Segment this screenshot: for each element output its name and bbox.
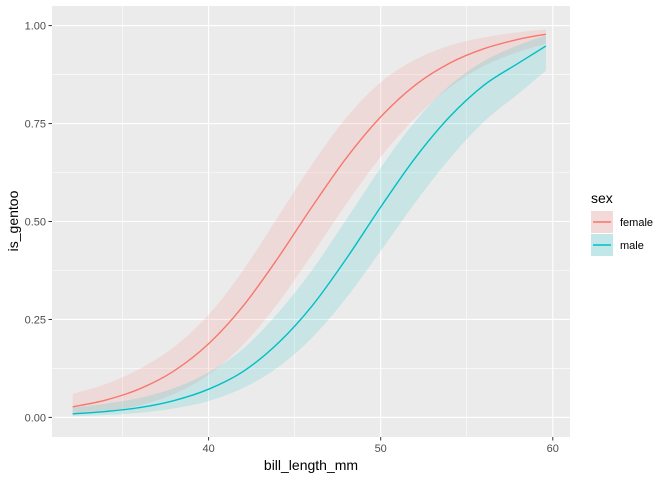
legend-title: sex [591,190,613,206]
legend-item-female: female [591,211,653,233]
x-tick-label: 60 [547,443,559,455]
confidence-ribbons [72,29,546,417]
ribbon-male [72,35,546,417]
x-tick-label: 50 [375,443,387,455]
legend-label-female: female [620,217,653,229]
y-tick-label: 0.50 [25,217,46,229]
x-axis-title: bill_length_mm [264,457,358,473]
line-female [72,33,547,408]
legend-item-male: male [591,234,644,256]
series-lines [72,33,547,415]
y-axis-title: is_gentoo [5,190,21,251]
x-tick-label: 40 [202,443,214,455]
legend-label-male: male [620,240,644,252]
ribbon-female [72,29,546,415]
line-male [72,45,547,415]
y-axis-ticks: 0.00 0.25 0.50 0.75 1.00 [25,21,52,424]
y-tick-label: 1.00 [25,21,46,33]
legend: sex female male [591,190,653,256]
grid-major [52,6,570,437]
y-tick-label: 0.25 [25,314,46,326]
y-tick-label: 0.75 [25,119,46,131]
y-tick-label: 0.00 [25,412,46,424]
x-axis-ticks: 40 50 60 [202,437,559,455]
